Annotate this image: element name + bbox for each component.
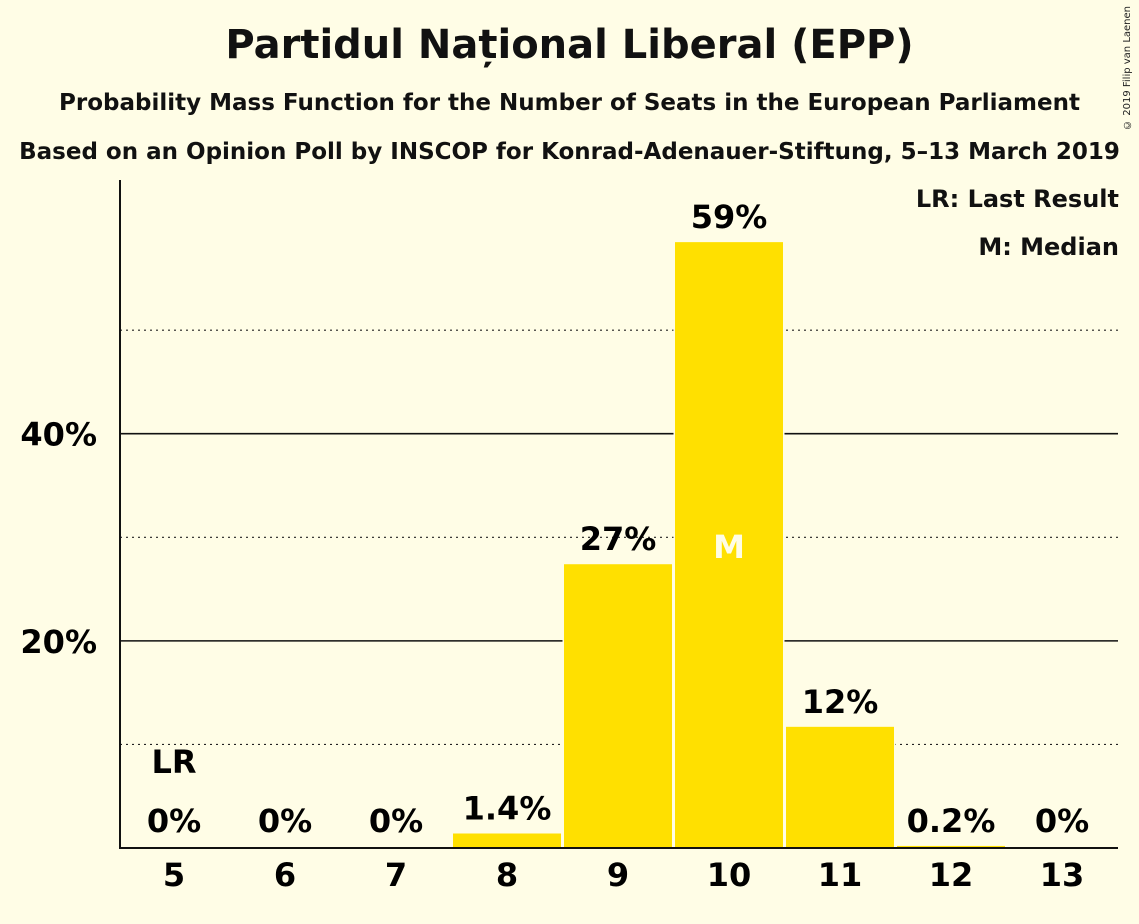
x-tick-label: 9 — [607, 856, 629, 894]
last-result-marker: LR — [151, 743, 196, 781]
chart-subtitle-source: Based on an Opinion Poll by INSCOP for K… — [19, 139, 1120, 165]
y-tick-label: 40% — [20, 416, 97, 454]
chart-title: Partidul Național Liberal (EPP) — [225, 22, 914, 68]
data-label: 0% — [258, 802, 312, 840]
chart-subtitle: Probability Mass Function for the Number… — [59, 90, 1080, 116]
x-tick-label: 5 — [163, 856, 185, 894]
data-label: 1.4% — [463, 790, 552, 828]
data-label: 12% — [802, 683, 879, 721]
data-label: 0% — [147, 802, 201, 840]
data-label: 0% — [369, 802, 423, 840]
data-label: 0.2% — [907, 802, 996, 840]
x-tick-label: 12 — [929, 856, 974, 894]
data-label: 0% — [1035, 802, 1089, 840]
x-tick-label: 11 — [818, 856, 863, 894]
legend-median: M: Median — [978, 233, 1119, 261]
x-tick-label: 7 — [385, 856, 407, 894]
median-marker: M — [713, 528, 745, 566]
data-label: 27% — [580, 520, 657, 558]
bar — [453, 833, 561, 848]
x-tick-label: 13 — [1040, 856, 1085, 894]
bar — [564, 564, 672, 848]
bar — [675, 242, 783, 849]
x-tick-label: 8 — [496, 856, 518, 894]
bar — [786, 726, 894, 848]
data-label: 59% — [691, 198, 768, 236]
legend-last-result: LR: Last Result — [915, 185, 1119, 213]
x-tick-label: 10 — [707, 856, 752, 894]
y-tick-label: 20% — [20, 623, 97, 661]
bar — [897, 845, 1005, 848]
x-tick-label: 6 — [274, 856, 296, 894]
